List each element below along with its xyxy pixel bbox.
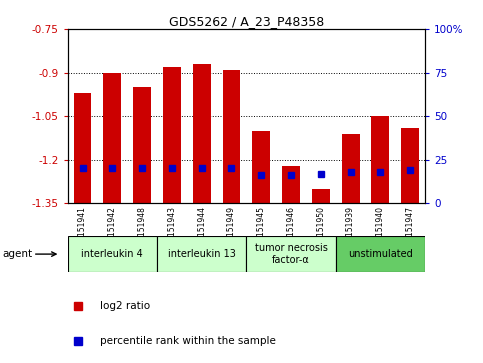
- Text: interleukin 4: interleukin 4: [82, 249, 143, 259]
- Text: agent: agent: [2, 249, 32, 259]
- Text: interleukin 13: interleukin 13: [168, 249, 236, 259]
- Text: percentile rank within the sample: percentile rank within the sample: [100, 336, 276, 346]
- Bar: [103, 73, 121, 203]
- Text: tumor necrosis
factor-α: tumor necrosis factor-α: [255, 243, 327, 265]
- Bar: [282, 166, 300, 203]
- Bar: [73, 93, 91, 203]
- Bar: [193, 64, 211, 203]
- Bar: [68, 236, 157, 272]
- Bar: [401, 128, 419, 203]
- Bar: [157, 236, 246, 272]
- Text: log2 ratio: log2 ratio: [100, 301, 150, 310]
- Bar: [341, 134, 359, 203]
- Title: GDS5262 / A_23_P48358: GDS5262 / A_23_P48358: [169, 15, 324, 28]
- Bar: [312, 189, 330, 203]
- Bar: [252, 131, 270, 203]
- Bar: [163, 67, 181, 203]
- Bar: [133, 87, 151, 203]
- Bar: [371, 116, 389, 203]
- Bar: [246, 236, 336, 272]
- Bar: [336, 236, 425, 272]
- Bar: [223, 70, 241, 203]
- Text: unstimulated: unstimulated: [348, 249, 413, 259]
